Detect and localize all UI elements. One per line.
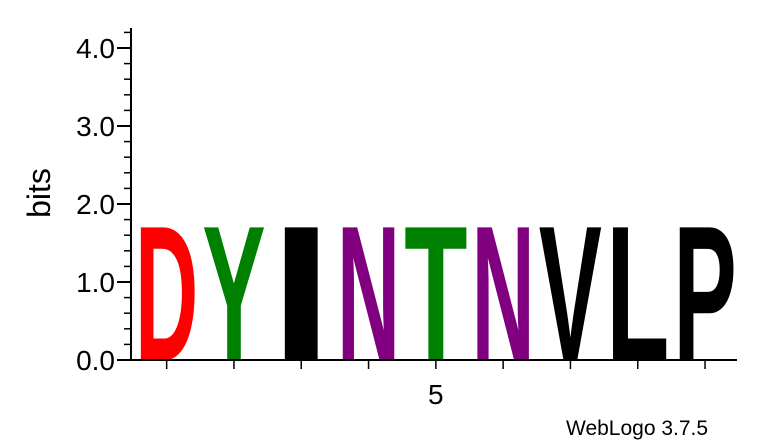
y-tick-label: 0.0: [76, 345, 115, 376]
axes-layer: 0.0 1.0 2.0 3.0 4.0 5: [76, 28, 737, 410]
y-axis-title: bits: [21, 168, 57, 218]
logo-letter-p-9: P: [673, 186, 736, 402]
y-tick-label: 1.0: [76, 267, 115, 298]
y-tick-label: 2.0: [76, 189, 115, 220]
logo-letter-y-2: Y: [202, 186, 265, 402]
y-tick-label: 4.0: [76, 33, 115, 64]
weblogo-version-label: WebLogo 3.7.5: [566, 417, 708, 440]
logo-letter-v-7: V: [539, 187, 602, 402]
y-tick-label: 3.0: [76, 111, 115, 142]
x-tick-label: 5: [428, 379, 444, 410]
